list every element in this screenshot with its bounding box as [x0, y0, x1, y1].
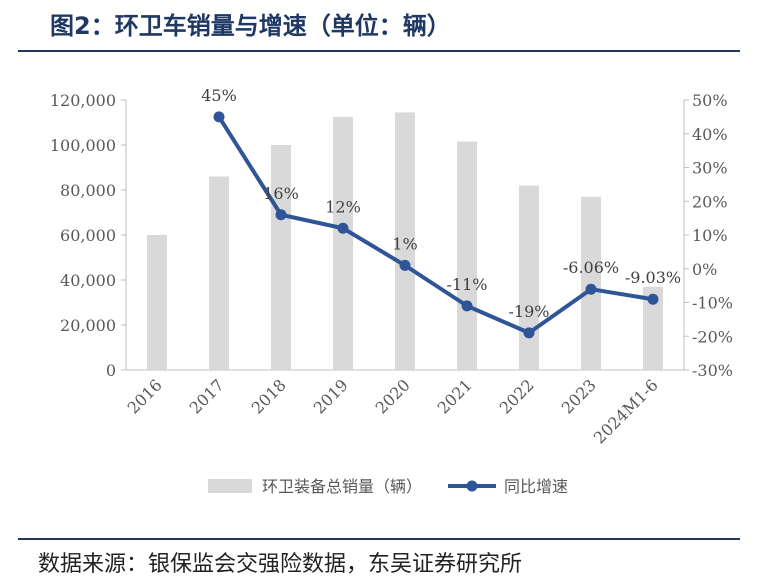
right-axis-tick-label: 10% [692, 226, 728, 245]
growth-point [461, 300, 473, 312]
legend-line-label: 同比增速 [504, 477, 568, 496]
legend-bar-label: 环卫装备总销量（辆） [262, 477, 422, 496]
bar [333, 116, 353, 370]
bar [519, 185, 539, 370]
bar [209, 176, 229, 370]
x-axis-tick-label: 2023 [558, 375, 600, 417]
left-axis-tick-label: 60,000 [60, 226, 116, 245]
bar [643, 286, 663, 370]
left-axis-tick-label: 120,000 [50, 91, 116, 110]
bar [457, 141, 477, 370]
growth-data-label: -19% [509, 302, 550, 321]
x-axis-tick-label: 2022 [496, 375, 538, 417]
right-axis-tick-label: 30% [692, 159, 728, 178]
left-axis-tick-label: 100,000 [50, 136, 116, 155]
growth-point [337, 222, 349, 234]
right-axis-tick-label: 40% [692, 125, 728, 144]
growth-point [213, 111, 225, 123]
right-axis-tick-label: -30% [692, 361, 733, 380]
right-axis-tick-label: 50% [692, 91, 728, 110]
x-axis-tick-label: 2019 [310, 375, 352, 417]
page-title: 图2：环卫车销量与增速（单位：辆） [50, 12, 451, 40]
x-axis-tick-label: 2021 [434, 375, 476, 417]
growth-point [585, 283, 597, 295]
left-axis-tick-label: 20,000 [60, 316, 116, 335]
bar [581, 196, 601, 370]
combo-chart: 0 20,000 40,000 60,000 80,000 100,000 120,000 -… [50, 86, 733, 496]
source-divider [18, 538, 740, 540]
growth-point [647, 293, 659, 305]
right-axis-tick-label: 20% [692, 192, 728, 211]
left-axis-tick-label: 40,000 [60, 271, 116, 290]
title-divider [18, 50, 740, 52]
left-axis-tick-label: 80,000 [60, 181, 116, 200]
right-axis-tick-label: -20% [692, 327, 733, 346]
right-axis-tick-label: 0% [692, 260, 717, 279]
legend-line-marker [466, 480, 478, 492]
growth-data-label: 16% [263, 184, 299, 203]
growth-data-label: 12% [325, 197, 361, 216]
right-axis-tick-label: -10% [692, 294, 733, 313]
legend-bar-swatch [208, 479, 252, 493]
x-axis-tick-label: 2020 [372, 375, 414, 417]
growth-point [399, 259, 411, 271]
growth-data-label: 45% [201, 86, 237, 105]
growth-data-label: 1% [392, 234, 417, 253]
bar [395, 112, 415, 370]
growth-point [523, 327, 535, 339]
x-axis-tick-label: 2018 [248, 375, 290, 417]
growth-data-label: -11% [447, 275, 488, 294]
bar [147, 235, 167, 370]
bar [271, 145, 291, 370]
left-axis-tick-label: 0 [106, 361, 116, 380]
x-axis-tick-label: 2016 [124, 375, 166, 417]
source-note: 数据来源：银保监会交强险数据，东吴证券研究所 [38, 552, 523, 577]
x-axis-tick-label: 2024M1-6 [590, 375, 662, 447]
growth-data-label: -9.03% [625, 268, 681, 287]
growth-point [275, 209, 287, 221]
growth-line [217, 115, 654, 335]
growth-data-label: -6.06% [563, 258, 619, 277]
x-axis-tick-label: 2017 [186, 375, 228, 417]
